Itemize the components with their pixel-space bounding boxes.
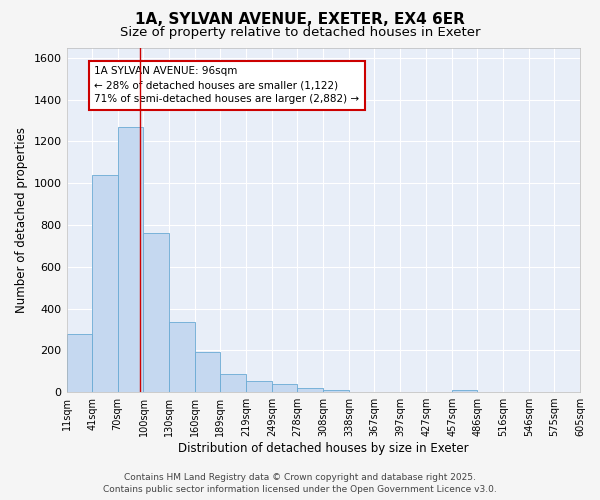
X-axis label: Distribution of detached houses by size in Exeter: Distribution of detached houses by size …: [178, 442, 469, 455]
Bar: [298, 388, 323, 392]
Bar: [323, 390, 349, 392]
Bar: [272, 384, 298, 392]
Bar: [247, 380, 272, 392]
Bar: [169, 322, 196, 392]
Text: Contains HM Land Registry data © Crown copyright and database right 2025.
Contai: Contains HM Land Registry data © Crown c…: [103, 473, 497, 494]
Bar: [143, 234, 169, 392]
Bar: [196, 352, 220, 392]
Text: Size of property relative to detached houses in Exeter: Size of property relative to detached ho…: [120, 26, 480, 39]
Y-axis label: Number of detached properties: Number of detached properties: [15, 127, 28, 313]
Bar: [452, 390, 477, 392]
Bar: [220, 374, 247, 392]
Bar: [67, 334, 92, 392]
Bar: [118, 127, 143, 392]
Bar: [92, 175, 118, 392]
Text: 1A SYLVAN AVENUE: 96sqm
← 28% of detached houses are smaller (1,122)
71% of semi: 1A SYLVAN AVENUE: 96sqm ← 28% of detache…: [94, 66, 359, 104]
Text: 1A, SYLVAN AVENUE, EXETER, EX4 6ER: 1A, SYLVAN AVENUE, EXETER, EX4 6ER: [135, 12, 465, 28]
